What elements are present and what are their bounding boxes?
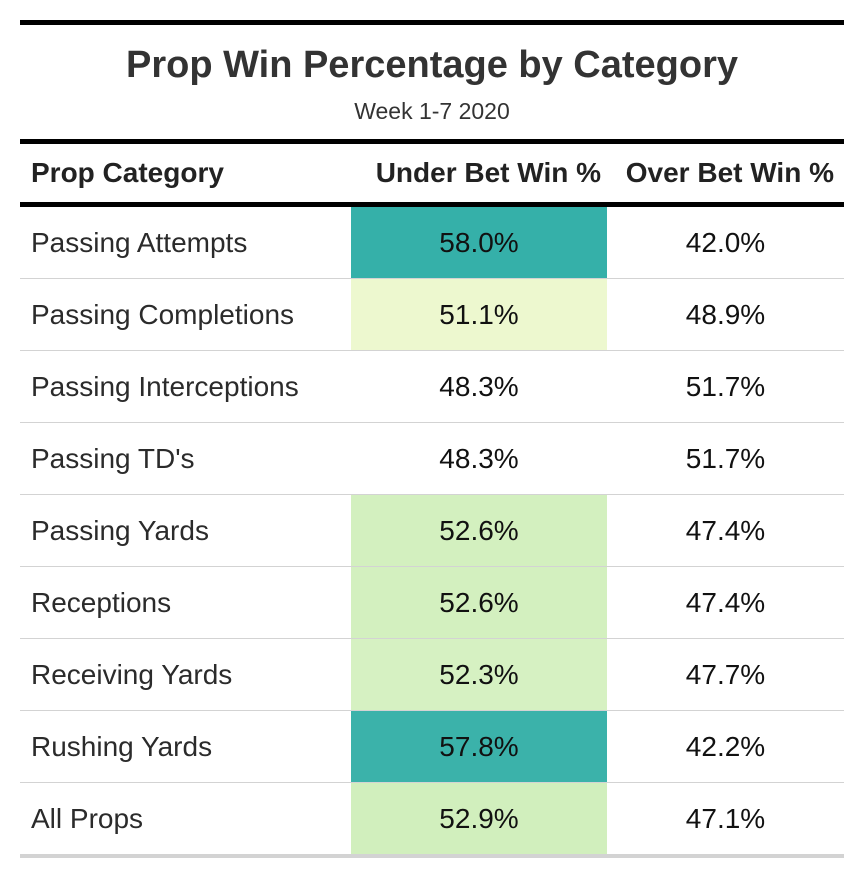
table-row: Receptions 52.6% 47.4% bbox=[20, 567, 844, 639]
cell-under-win: 58.0% bbox=[351, 207, 607, 278]
column-header-under: Under Bet Win % bbox=[375, 157, 601, 188]
column-header-category: Prop Category bbox=[31, 157, 224, 188]
cell-category: Passing Completions bbox=[31, 298, 295, 330]
cell-over-win: 42.0% bbox=[685, 226, 766, 258]
cell-under-win: 48.3% bbox=[351, 423, 607, 494]
cell-category: Rushing Yards bbox=[31, 730, 213, 762]
cell-category: Receiving Yards bbox=[31, 658, 233, 690]
cell-category: Passing TD's bbox=[31, 442, 195, 474]
cell-under-win: 52.9% bbox=[351, 783, 607, 854]
table-row: Rushing Yards 57.8% 42.2% bbox=[20, 711, 844, 783]
cell-over-win: 47.4% bbox=[685, 514, 766, 546]
table-row: Passing Yards 52.6% 47.4% bbox=[20, 495, 844, 567]
table-row: All Props 52.9% 47.1% bbox=[20, 783, 844, 855]
table-row: Passing TD's 48.3% 51.7% bbox=[20, 423, 844, 495]
column-header-over: Over Bet Win % bbox=[625, 157, 834, 188]
bottom-rule bbox=[20, 855, 844, 858]
table-row: Receiving Yards 52.3% 47.7% bbox=[20, 639, 844, 711]
table-row: Passing Completions 51.1% 48.9% bbox=[20, 279, 844, 351]
cell-over-win: 48.9% bbox=[685, 298, 766, 330]
cell-category: Receptions bbox=[31, 586, 172, 618]
cell-over-win: 47.4% bbox=[685, 586, 766, 618]
cell-under-win: 48.3% bbox=[351, 351, 607, 422]
cell-category: Passing Interceptions bbox=[31, 370, 299, 402]
table-title: Prop Win Percentage by Category bbox=[125, 44, 739, 86]
cell-over-win: 51.7% bbox=[685, 370, 766, 402]
title-rule bbox=[20, 139, 844, 144]
cell-under-win: 51.1% bbox=[351, 279, 607, 350]
table-body: Passing Attempts 58.0% 42.0% Passing Comple… bbox=[20, 207, 844, 855]
cell-category: All Props bbox=[31, 802, 144, 834]
table-row: Passing Attempts 58.0% 42.0% bbox=[20, 207, 844, 279]
cell-over-win: 47.7% bbox=[685, 658, 766, 690]
header-rule bbox=[20, 202, 844, 207]
column-header-row: Prop Category Under Bet Win % Over Bet W… bbox=[20, 144, 844, 202]
cell-category: Passing Attempts bbox=[31, 226, 248, 258]
table-row: Passing Interceptions 48.3% 51.7% bbox=[20, 351, 844, 423]
cell-category: Passing Yards bbox=[31, 514, 209, 546]
cell-under-win: 57.8% bbox=[351, 711, 607, 782]
cell-under-win: 52.3% bbox=[351, 639, 607, 710]
cell-under-win: 52.6% bbox=[351, 567, 607, 638]
top-rule bbox=[20, 20, 844, 25]
cell-over-win: 42.2% bbox=[685, 730, 766, 762]
cell-over-win: 51.7% bbox=[685, 442, 766, 474]
cell-under-win: 52.6% bbox=[351, 495, 607, 566]
table-subtitle: Week 1-7 2020 bbox=[354, 98, 510, 124]
cell-over-win: 47.1% bbox=[685, 802, 766, 834]
prop-win-table: Prop Win Percentage by Category Week 1-7… bbox=[20, 20, 844, 858]
